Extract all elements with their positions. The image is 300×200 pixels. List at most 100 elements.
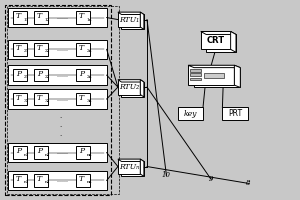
Text: T: T [37,175,42,183]
Bar [206,34,236,52]
Polygon shape [234,65,240,87]
Text: RTU₂: RTU₂ [119,83,139,91]
Text: 32: 32 [45,99,50,103]
Bar [8,89,107,109]
Text: T: T [37,12,42,20]
Text: ......: ...... [56,15,68,20]
Text: .
.
.: . . . [59,112,62,138]
Bar [190,78,201,80]
Text: 2n: 2n [86,75,92,79]
Bar [34,146,48,159]
Polygon shape [201,31,236,34]
Bar [76,174,90,187]
Text: key: key [184,110,197,118]
Bar [122,14,144,29]
Bar [118,159,140,174]
Bar [34,174,48,187]
Bar [178,107,203,120]
Bar [205,73,224,78]
Text: n2: n2 [45,180,50,184]
Text: T: T [79,44,84,52]
Text: ......: ...... [56,178,68,183]
Polygon shape [188,65,240,68]
Text: 31: 31 [24,99,29,103]
Bar [76,43,90,56]
Bar [76,11,90,24]
Text: 11: 11 [24,18,29,22]
Text: P: P [16,70,21,78]
Bar [190,73,201,76]
Text: T: T [79,12,84,20]
Text: P: P [37,70,42,78]
Polygon shape [140,159,144,176]
Polygon shape [231,31,236,52]
Text: T: T [16,44,21,52]
Bar [118,80,140,95]
Text: 8: 8 [246,179,251,187]
Bar [8,8,107,27]
Text: 9: 9 [209,175,214,183]
Text: 21: 21 [24,75,29,79]
Text: n1: n1 [24,180,29,184]
Text: P: P [16,147,21,155]
Text: T: T [37,94,42,102]
Bar [76,146,90,159]
Bar [34,69,48,81]
Bar [13,11,27,24]
Polygon shape [140,12,144,29]
Bar [76,69,90,81]
Text: 3n: 3n [86,99,92,103]
Bar [13,69,27,81]
Bar [201,31,231,49]
Text: CRT: CRT [207,36,225,45]
Text: T: T [16,175,21,183]
Text: nn: nn [86,180,92,184]
Bar [222,107,248,120]
Bar [122,161,144,176]
Text: ......: ...... [56,150,68,155]
Text: 10: 10 [162,171,171,179]
Text: 22: 22 [45,75,50,79]
Text: T: T [79,175,84,183]
Bar [7,6,118,194]
Polygon shape [118,159,144,161]
Text: RTUₙ: RTUₙ [119,163,139,171]
Text: n2: n2 [45,153,50,157]
Text: P: P [37,147,42,155]
Text: T: T [16,12,21,20]
Bar [118,12,140,27]
Text: P: P [79,70,84,78]
Text: T: T [79,94,84,102]
Bar [34,43,48,56]
Text: T: T [37,44,42,52]
Text: ......: ...... [56,73,68,78]
Text: RTU₁: RTU₁ [119,16,139,24]
Text: PRT: PRT [228,109,242,118]
Bar [190,69,201,72]
Bar [76,93,90,105]
Bar [13,174,27,187]
Bar [8,171,107,190]
Text: 22: 22 [45,49,50,53]
Polygon shape [118,80,144,82]
Bar [188,65,234,85]
Polygon shape [118,12,144,14]
Bar [34,93,48,105]
Bar [5,5,111,195]
Bar [13,146,27,159]
Text: n1: n1 [24,153,29,157]
Text: 21: 21 [24,49,29,53]
Text: nn: nn [86,153,92,157]
Bar [8,40,107,59]
Bar [8,143,107,162]
Bar [122,82,144,97]
Bar [13,43,27,56]
Bar [34,11,48,24]
Text: 12: 12 [45,18,50,22]
Text: ......: ...... [56,47,68,52]
Text: T: T [16,94,21,102]
Bar [8,65,107,85]
Bar [194,68,240,87]
Text: ......: ...... [56,97,68,102]
Polygon shape [140,80,144,97]
